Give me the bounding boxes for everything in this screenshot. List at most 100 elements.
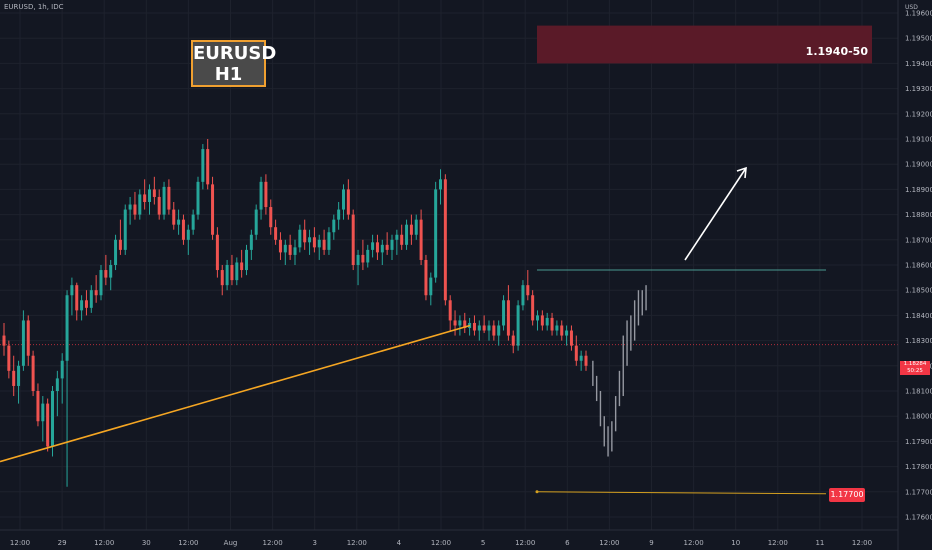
candle bbox=[17, 360, 21, 404]
candle bbox=[361, 239, 365, 271]
candle-body bbox=[565, 330, 569, 336]
support-badge-label: 1.17700 bbox=[830, 490, 864, 499]
candle bbox=[346, 179, 350, 220]
candle-body bbox=[303, 229, 307, 243]
y-tick-label: 1.17800 bbox=[905, 463, 932, 471]
candle-body bbox=[511, 335, 515, 346]
y-tick-label: 1.19100 bbox=[905, 136, 932, 144]
up-arrow bbox=[684, 167, 747, 261]
x-tick-label: 12:00 bbox=[94, 539, 114, 547]
annotation-box[interactable]: EURUSD H1 bbox=[191, 40, 277, 87]
y-tick-label: 1.19400 bbox=[905, 60, 932, 68]
x-tick-label: 4 bbox=[397, 539, 402, 547]
candle-body bbox=[26, 320, 30, 356]
candle bbox=[497, 320, 501, 346]
candle bbox=[419, 209, 423, 265]
y-tick-label: 1.19200 bbox=[905, 110, 932, 118]
candle-body bbox=[531, 295, 535, 321]
candle bbox=[118, 219, 122, 255]
candle-body bbox=[172, 209, 176, 225]
x-tick-label: 12:00 bbox=[10, 539, 30, 547]
candle-body bbox=[560, 325, 564, 336]
candle bbox=[89, 285, 93, 313]
candle bbox=[84, 290, 88, 316]
candle-body bbox=[245, 249, 248, 271]
x-tick-label: 12:00 bbox=[178, 539, 198, 547]
candle bbox=[371, 234, 375, 258]
candle-body bbox=[94, 290, 98, 296]
y-tick-label: 1.18400 bbox=[905, 312, 932, 320]
annotation-line1: EURUSD bbox=[193, 43, 277, 64]
candle bbox=[99, 265, 103, 301]
candle-body bbox=[424, 259, 428, 296]
candle-body bbox=[283, 244, 287, 253]
candle bbox=[65, 290, 69, 487]
candle-body bbox=[167, 186, 171, 210]
candle-body bbox=[574, 345, 578, 361]
candle bbox=[434, 181, 438, 283]
candle-body bbox=[453, 320, 457, 326]
x-tick-label: 12:00 bbox=[852, 539, 872, 547]
candle-body bbox=[569, 330, 573, 346]
candle-body bbox=[104, 270, 108, 278]
candle-body bbox=[220, 270, 224, 286]
candle-body bbox=[472, 322, 476, 331]
candle bbox=[574, 335, 578, 366]
y-tick-label: 1.18600 bbox=[905, 262, 932, 270]
x-tick-label: 12:00 bbox=[431, 539, 451, 547]
target-zone bbox=[537, 25, 872, 64]
candle bbox=[162, 181, 166, 220]
candle bbox=[94, 275, 98, 303]
candle-body bbox=[152, 189, 156, 197]
y-tick-label: 1.18300 bbox=[905, 337, 932, 345]
candle-body bbox=[201, 149, 205, 182]
x-tick-label: Aug bbox=[224, 539, 238, 547]
candle-body bbox=[322, 239, 326, 250]
candle-body bbox=[46, 403, 50, 447]
candle bbox=[191, 209, 195, 235]
candle-body bbox=[439, 179, 442, 190]
candle bbox=[186, 224, 190, 255]
candle bbox=[288, 234, 292, 260]
candle bbox=[482, 315, 486, 334]
candle bbox=[114, 234, 118, 271]
candle-body bbox=[17, 365, 21, 386]
candle-body bbox=[196, 181, 200, 215]
candle-body bbox=[162, 186, 166, 215]
candle-body bbox=[385, 244, 389, 250]
candle bbox=[254, 204, 258, 240]
x-tick-label: 12:00 bbox=[515, 539, 535, 547]
candle-body bbox=[545, 317, 549, 326]
y-tick-label: 1.19000 bbox=[905, 161, 932, 169]
candle bbox=[303, 219, 307, 250]
candle-body bbox=[21, 320, 25, 366]
support-line-anchor bbox=[535, 490, 539, 494]
x-tick-label: 29 bbox=[58, 539, 67, 547]
candle bbox=[550, 312, 554, 336]
support-line bbox=[536, 491, 827, 495]
candle bbox=[468, 317, 472, 336]
candle bbox=[380, 239, 384, 265]
candle-body bbox=[443, 179, 447, 301]
candle-body bbox=[312, 237, 316, 248]
candle-body bbox=[36, 391, 40, 422]
y-tick-label: 1.18100 bbox=[905, 388, 932, 396]
candle bbox=[526, 270, 530, 301]
candle-body bbox=[540, 315, 544, 326]
candle-body bbox=[429, 277, 433, 296]
candle-body bbox=[555, 325, 559, 331]
candle-body bbox=[317, 239, 321, 248]
candle bbox=[181, 214, 185, 245]
candle bbox=[283, 239, 287, 265]
candle bbox=[511, 330, 515, 354]
candle bbox=[298, 224, 302, 253]
support-badge[interactable]: 1.17700 bbox=[829, 488, 865, 502]
candle-body bbox=[274, 227, 278, 240]
candle-body bbox=[211, 184, 215, 235]
candle-body bbox=[288, 244, 292, 255]
currency-label: USD bbox=[905, 4, 918, 11]
candle-body bbox=[550, 317, 554, 331]
candle bbox=[317, 234, 321, 260]
